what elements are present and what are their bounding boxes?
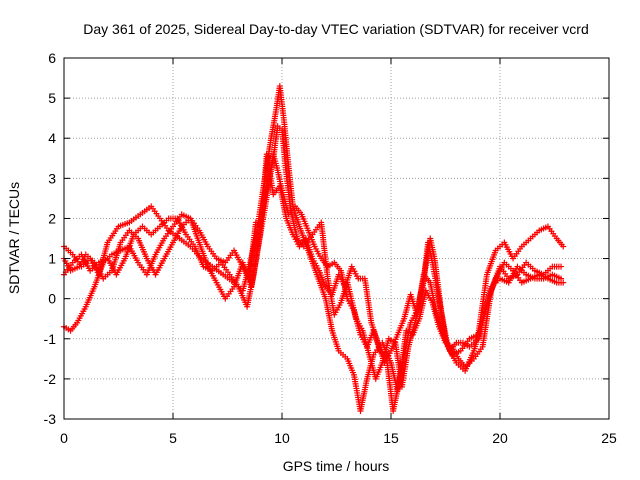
y-tick-label: 5	[48, 90, 56, 106]
y-tick-label: 4	[48, 130, 56, 146]
x-tick-label: 5	[169, 430, 177, 446]
y-tick-label: 0	[48, 291, 56, 307]
data-series	[61, 151, 565, 414]
y-axis-label: SDTVAR / TECUs	[6, 182, 22, 294]
x-tick-label: 10	[274, 430, 290, 446]
y-tick-label: 3	[48, 170, 56, 186]
data-point	[558, 263, 565, 270]
data-point	[560, 279, 567, 286]
x-axis-label: GPS time / hours	[283, 458, 390, 474]
data-series	[61, 83, 565, 414]
y-tick-label: 6	[48, 50, 56, 66]
x-tick-label: 20	[492, 430, 508, 446]
x-tick-label: 0	[60, 430, 68, 446]
axis-ticks: 0 5 10 15 20 25 -3 -2 -1 0 1 2 3 4 5 6	[44, 50, 617, 446]
chart-title: Day 361 of 2025, Sidereal Day-to-day VTE…	[83, 21, 589, 37]
x-tick-label: 25	[601, 430, 617, 446]
plot-frame	[63, 57, 610, 420]
y-tick-label: -2	[44, 371, 57, 387]
y-tick-label: 2	[48, 210, 56, 226]
data-point	[560, 243, 567, 250]
grid-lines	[64, 58, 609, 419]
data-series	[61, 151, 567, 366]
y-tick-label: 1	[48, 251, 56, 267]
y-tick-label: -1	[44, 331, 57, 347]
x-tick-label: 15	[383, 430, 399, 446]
y-tick-label: -3	[44, 411, 57, 427]
data-points	[61, 83, 567, 414]
